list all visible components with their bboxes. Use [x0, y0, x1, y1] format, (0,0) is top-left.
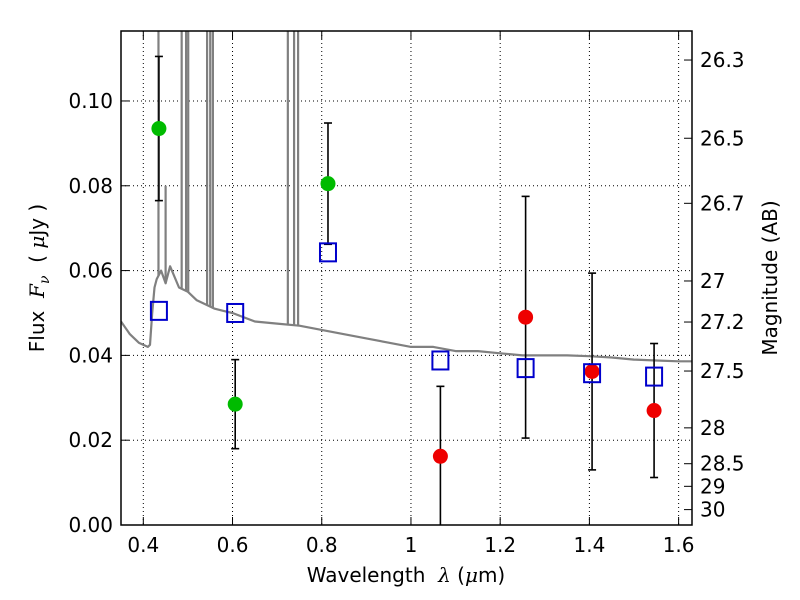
y2-tick-label: 26.5	[700, 126, 745, 150]
y-tick-label: 0.00	[68, 513, 113, 537]
y-tick-label: 0.06	[68, 259, 113, 283]
observed-point	[432, 448, 448, 464]
model-photometry-point	[318, 242, 337, 263]
y-axis-title: Flux Fν ( μJy )	[25, 204, 53, 352]
model-photometry-point	[149, 300, 168, 321]
plot-area	[121, 31, 692, 525]
model-spectrum-line	[121, 265, 692, 363]
observed-point	[151, 121, 167, 137]
y2-tick-label: 30	[700, 498, 725, 522]
y2-tick-label: 27.5	[700, 359, 745, 383]
plot-frame	[120, 30, 693, 526]
model-photometry-point	[516, 358, 535, 379]
data-layer	[121, 31, 692, 525]
y2-tick-label: 29	[700, 474, 725, 498]
x-axis-title: Wavelength λ (μm)	[307, 563, 506, 587]
y2-tick-label: 28.5	[700, 452, 745, 476]
x-tick-label: 1.2	[484, 533, 516, 557]
y2-tick-label: 27.2	[700, 310, 745, 334]
y-tick-label: 0.10	[68, 89, 113, 113]
x-tick-label: 0.4	[127, 533, 159, 557]
y-tick-label: 0.08	[68, 174, 113, 198]
model-photometry-point	[583, 363, 602, 384]
model-photometry-point	[431, 350, 450, 371]
observed-point	[518, 309, 534, 325]
y-tick-label: 0.04	[68, 343, 113, 367]
observed-point	[584, 363, 600, 379]
ticks: 0.4 0.6 0.8 1 1.2 1.4 1.6 0.00 0.02 0.04 0.06 0.08 0…	[68, 31, 745, 557]
observed-point	[227, 396, 243, 412]
y2-axis-title: Magnitude (AB)	[758, 200, 782, 355]
y2-tick-label: 26.7	[700, 191, 745, 215]
model-photometry-point	[645, 366, 664, 387]
x-tick-label: 0.6	[217, 533, 249, 557]
axes-frame	[120, 30, 693, 526]
x-tick-label: 1	[405, 533, 418, 557]
observed-point	[646, 403, 662, 419]
y2-tick-label: 26.3	[700, 48, 745, 72]
y-tick-label: 0.02	[68, 428, 113, 452]
y2-tick-label: 27	[700, 269, 725, 293]
x-tick-label: 1.6	[663, 533, 695, 557]
x-tick-label: 1.4	[573, 533, 605, 557]
y2-tick-label: 28	[700, 416, 725, 440]
x-tick-label: 0.8	[306, 533, 338, 557]
observed-point	[320, 176, 336, 192]
model-photometry-point	[226, 302, 245, 323]
